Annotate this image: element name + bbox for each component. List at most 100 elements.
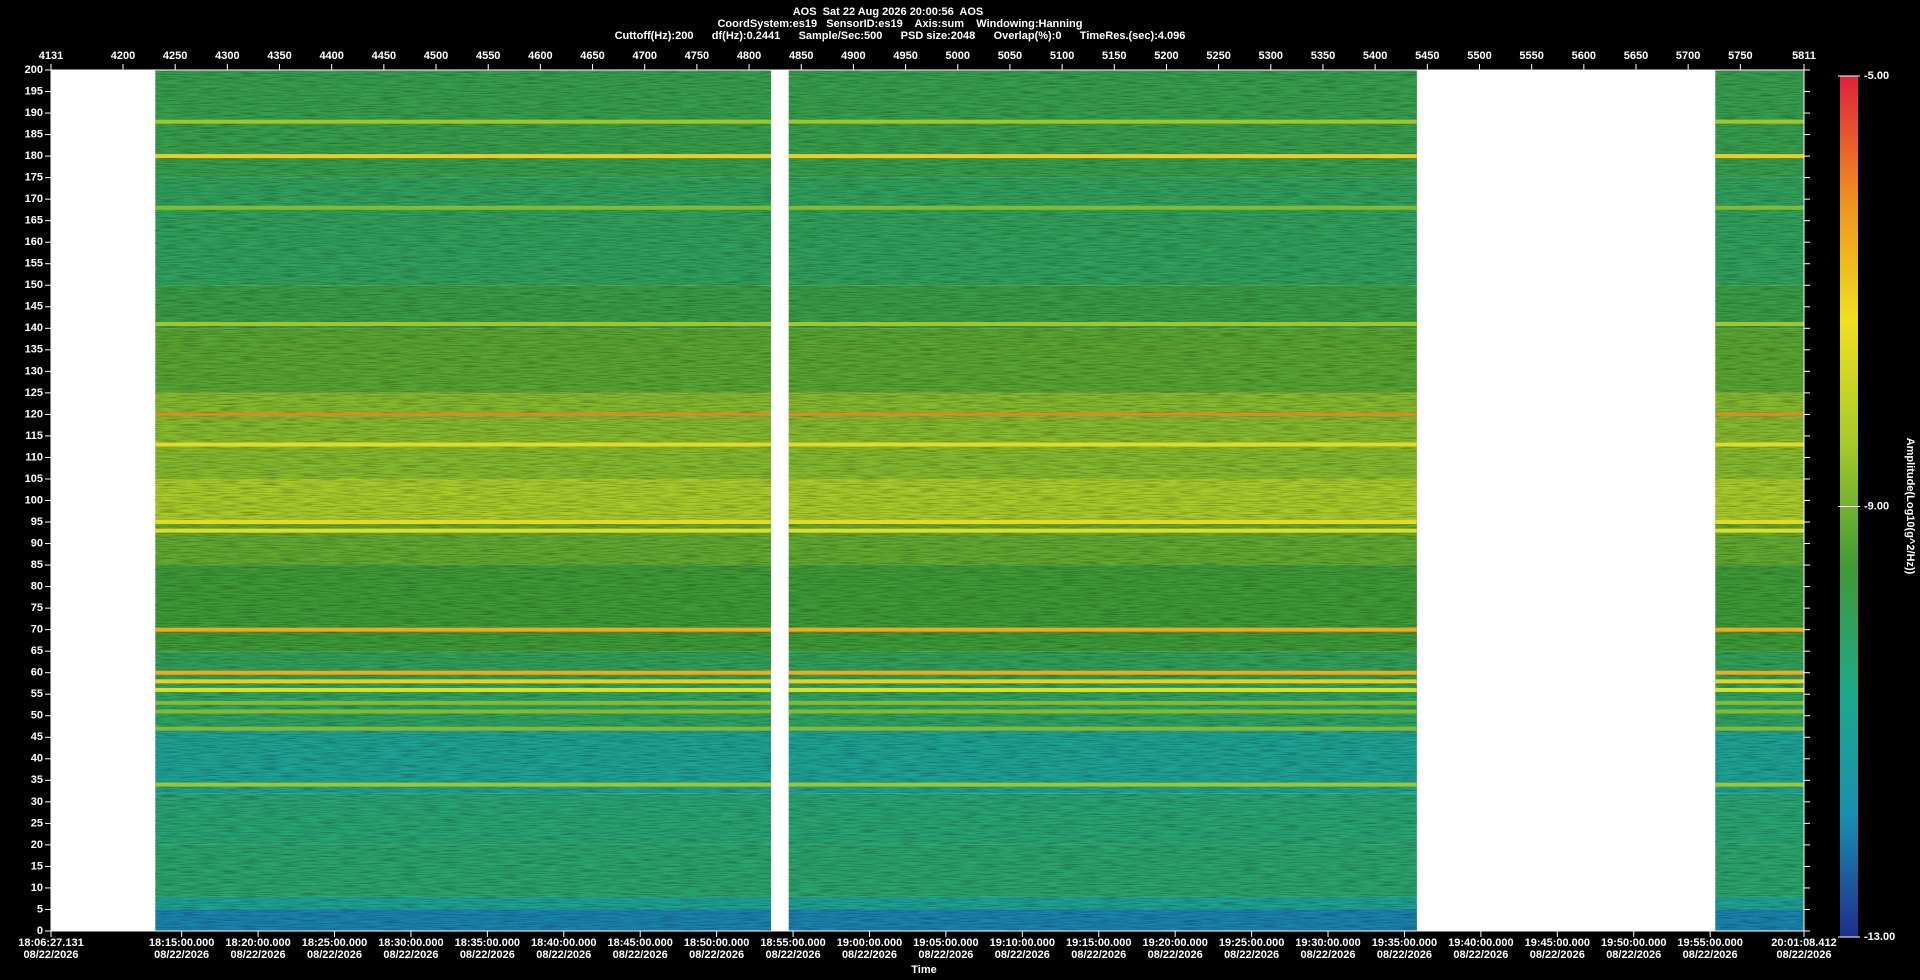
time-tick-date: 08/22/2026 [154,949,209,961]
spectral-line [155,627,771,632]
spectral-line [1715,442,1804,447]
time-tick-label: 19:35:00.000 [1372,937,1437,949]
subtitle: CoordSystem:es19 SensorID:es19 Axis:sum … [717,18,1082,30]
x-tick-label: 4550 [476,50,500,62]
spectral-line [788,321,1417,326]
x-tick-label: 5650 [1624,50,1648,62]
y-tick-label: 15 [31,860,43,872]
y-tick-label: 140 [25,322,43,334]
y-tick-label: 35 [31,774,43,786]
y-tick-label: 155 [25,258,43,270]
y-tick-label: 200 [25,64,43,76]
spectral-line [155,520,771,525]
x-tick-label: 5000 [946,50,970,62]
x-axis-title: Time [911,964,936,976]
y-tick-label: 55 [31,688,43,700]
time-tick-label: 19:20:00.000 [1142,937,1207,949]
y-tick-label: 160 [25,236,43,248]
noise-texture [788,70,1417,931]
x-tick-label: 4800 [737,50,761,62]
x-tick-label: 5100 [1050,50,1074,62]
time-tick-label: 19:10:00.000 [990,937,1055,949]
spectral-line [788,442,1417,447]
time-tick-date: 08/22/2026 [995,949,1050,961]
x-tick-label: 5150 [1102,50,1126,62]
y-tick-label: 125 [25,387,43,399]
y-tick-label: 180 [25,150,43,162]
y-tick-label: 45 [31,731,43,743]
x-tick-label: 4650 [580,50,604,62]
time-tick-date: 08/22/2026 [460,949,515,961]
time-tick-date: 08/22/2026 [1148,949,1203,961]
time-tick-label: 19:15:00.000 [1066,937,1131,949]
spectral-line [155,700,771,705]
x-tick-label: 5050 [998,50,1022,62]
plot-area [50,69,1805,932]
x-tick-label: 4400 [319,50,343,62]
time-tick-label: 19:05:00.000 [913,937,978,949]
spectral-line [1715,687,1804,692]
time-tick-date: 08/22/2026 [766,949,821,961]
spectral-line [155,709,771,714]
spectral-line [155,205,771,210]
spectral-line [1715,528,1804,533]
x-tick-label: 4250 [163,50,187,62]
x-tick-label: 4300 [215,50,239,62]
time-tick-label: 19:45:00.000 [1525,937,1590,949]
y-tick-label: 60 [31,667,43,679]
colorbar-tick-label: -5.00 [1864,70,1889,82]
y-tick-label: 20 [31,839,43,851]
time-tick-date: 08/22/2026 [1683,949,1738,961]
time-tick-date: 08/22/2026 [1453,949,1508,961]
spectral-line [1715,413,1804,416]
x-tick-label: 5600 [1572,50,1596,62]
y-tick-label: 0 [37,925,43,937]
y-tick-label: 110 [25,451,43,463]
time-tick-date: 08/22/2026 [689,949,744,961]
time-tick-label: 18:20:00.000 [225,937,290,949]
time-tick-label: 18:45:00.000 [607,937,672,949]
spectral-line [1715,520,1804,525]
spectral-line [788,670,1417,675]
time-tick-label: 18:55:00.000 [760,937,825,949]
x-tick-label: 5700 [1676,50,1700,62]
x-tick-label: 4200 [111,50,135,62]
x-tick-label: 5350 [1311,50,1335,62]
x-tick-label: 5750 [1728,50,1752,62]
x-tick-label: 5250 [1206,50,1230,62]
spectral-line [1715,321,1804,326]
spectral-line [1715,670,1804,675]
y-tick-label: 105 [25,473,43,485]
time-tick-date: 08/22/2026 [842,949,897,961]
time-tick-label: 18:35:00.000 [455,937,520,949]
x-tick-label: 5300 [1259,50,1283,62]
x-tick-label: 4700 [632,50,656,62]
spectral-line [1715,154,1804,159]
x-tick-label: 5200 [1154,50,1178,62]
time-tick-label: 18:06:27.131 [18,937,83,949]
y-tick-label: 120 [25,408,43,420]
time-tick-label: 18:25:00.000 [302,937,367,949]
spectral-line [1715,205,1804,210]
spectral-line [155,782,771,787]
time-tick-date: 08/22/2026 [307,949,362,961]
spectral-line [788,119,1417,124]
time-tick-date: 08/22/2026 [613,949,668,961]
time-tick-label: 19:00:00.000 [837,937,902,949]
y-tick-label: 10 [31,882,43,894]
time-tick-label: 19:25:00.000 [1219,937,1284,949]
y-tick-label: 80 [31,581,43,593]
spectral-line [1715,726,1804,731]
spectral-line [788,726,1417,731]
x-tick-label: 4850 [789,50,813,62]
spectral-line [1715,782,1804,787]
spectral-line [788,709,1417,714]
colorbar-tick-label: -9.00 [1864,500,1889,512]
time-tick-label: 19:50:00.000 [1601,937,1666,949]
time-tick-label: 18:40:00.000 [531,937,596,949]
time-tick-date: 08/22/2026 [23,949,78,961]
x-tick-label: 5550 [1519,50,1543,62]
y-tick-label: 175 [25,172,43,184]
time-tick-date: 08/22/2026 [536,949,591,961]
